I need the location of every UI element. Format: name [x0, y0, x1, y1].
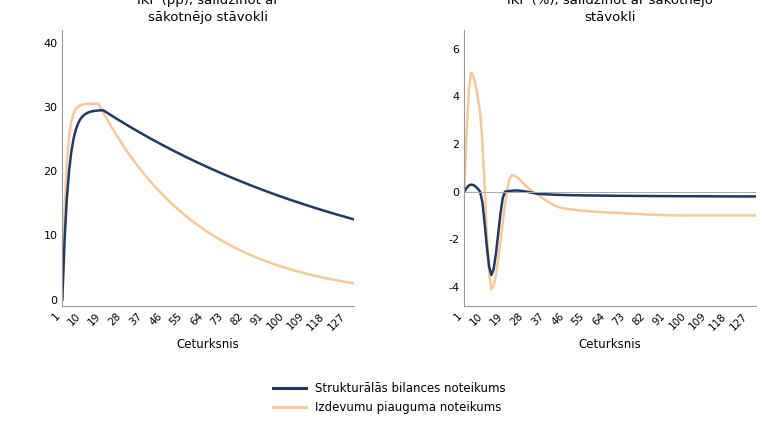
Title: IKP (%), salīdzinot ar sākotnējo
stāvokli: IKP (%), salīdzinot ar sākotnējo stāvokl… [507, 0, 713, 24]
Legend: Strukturālās bilances noteikums, Izdevumu piauguma noteikums: Strukturālās bilances noteikums, Izdevum… [268, 378, 511, 419]
Title: Valdības parāda attiecība pret
IKP (pp), salīdzinot ar
sākotnējo stāvokli: Valdības parāda attiecība pret IKP (pp),… [108, 0, 308, 24]
X-axis label: Ceturksnis: Ceturksnis [579, 337, 641, 351]
X-axis label: Ceturksnis: Ceturksnis [177, 337, 239, 351]
